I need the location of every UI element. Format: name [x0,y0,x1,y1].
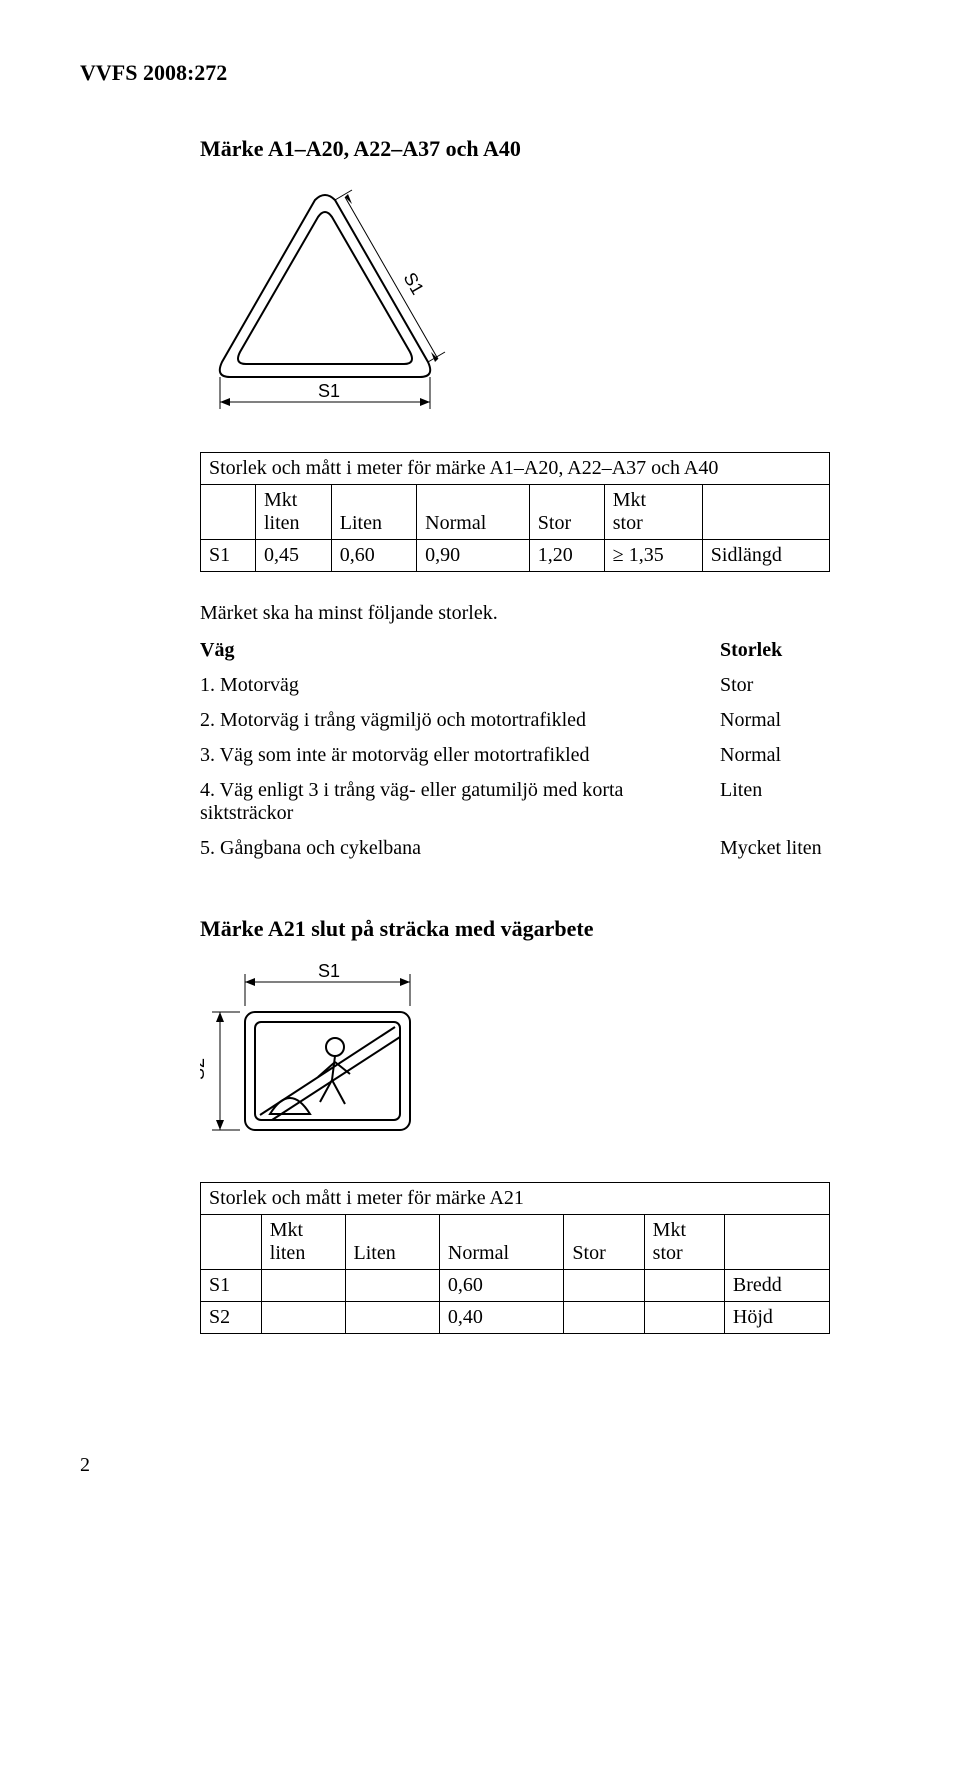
col-header: Liten [345,1215,439,1270]
legend-left: 2. Motorväg i trång vägmiljö och motortr… [200,703,700,738]
legend-left: 1. Motorväg [200,668,700,703]
legend-right: Normal [700,738,830,773]
section1-title: Märke A1–A20, A22–A37 och A40 [200,136,880,162]
legend-row: 1. Motorväg Stor [200,668,830,703]
cell [261,1302,345,1334]
col-header: Stor [564,1215,644,1270]
legend-left: 5. Gångbana och cykelbana [200,831,700,866]
cell: 0,60 [331,540,416,572]
legend-header-right: Storlek [700,633,830,668]
cell: 0,90 [417,540,530,572]
col-header: Normal [439,1215,563,1270]
row-label: S1 [201,540,256,572]
row-note: Höjd [724,1302,829,1334]
cell: ≥ 1,35 [604,540,702,572]
cell [345,1270,439,1302]
col-header: Mktliten [261,1215,345,1270]
section2-title: Märke A21 slut på sträcka med vägarbete [200,916,880,942]
cell [644,1270,724,1302]
section2-header-row: Mktliten Liten Normal Stor Mktstor [201,1215,830,1270]
cell [345,1302,439,1334]
triangle-side-label: S1 [400,269,428,298]
col-header: Mktstor [644,1215,724,1270]
page-number: 2 [80,1454,880,1477]
col-header: Mktstor [604,485,702,540]
cell [564,1270,644,1302]
row-note: Bredd [724,1270,829,1302]
row-label: S2 [201,1302,262,1334]
legend-row: 3. Väg som inte är motorväg eller motort… [200,738,830,773]
col-header: Mktliten [255,485,331,540]
legend-right: Stor [700,668,830,703]
cell: 0,60 [439,1270,563,1302]
cell [644,1302,724,1334]
legend-row: 5. Gångbana och cykelbana Mycket liten [200,831,830,866]
section2-data-row: S2 0,40 Höjd [201,1302,830,1334]
cell: 0,40 [439,1302,563,1334]
cell: 1,20 [529,540,604,572]
rectangle-diagram: S1 S2 [200,962,440,1152]
legend-row: 2. Motorväg i trång vägmiljö och motortr… [200,703,830,738]
legend-left: 4. Väg enligt 3 i trång väg- eller gatum… [200,773,700,831]
rect-top-label: S1 [318,962,340,981]
cell [564,1302,644,1334]
col-header: Normal [417,485,530,540]
legend-intro: Märket ska ha minst följande storlek. [200,602,880,625]
section2-data-row: S1 0,60 Bredd [201,1270,830,1302]
cell [261,1270,345,1302]
legend-row: 4. Väg enligt 3 i trång väg- eller gatum… [200,773,830,831]
triangle-bottom-label: S1 [318,381,340,401]
row-label: S1 [201,1270,262,1302]
section2-table: Storlek och mått i meter för märke A21 M… [200,1182,830,1334]
legend-right: Normal [700,703,830,738]
legend-header-left: Väg [200,633,700,668]
section1-header-row: Mktliten Liten Normal Stor Mktstor [201,485,830,540]
legend-left: 3. Väg som inte är motorväg eller motort… [200,738,700,773]
section1-data-row: S1 0,45 0,60 0,90 1,20 ≥ 1,35 Sidlängd [201,540,830,572]
legend-table: Väg Storlek 1. Motorväg Stor 2. Motorväg… [200,633,830,866]
rect-left-label: S2 [200,1058,208,1080]
col-header: Liten [331,485,416,540]
row-note: Sidlängd [702,540,829,572]
legend-right: Mycket liten [700,831,830,866]
document-header: VVFS 2008:272 [80,60,880,86]
triangle-diagram: S1 S1 [200,182,460,422]
cell: 0,45 [255,540,331,572]
section1-table: Storlek och mått i meter för märke A1–A2… [200,452,830,572]
section2-table-caption: Storlek och mått i meter för märke A21 [201,1183,830,1215]
legend-right: Liten [700,773,830,831]
section1-table-caption: Storlek och mått i meter för märke A1–A2… [201,453,830,485]
col-header: Stor [529,485,604,540]
